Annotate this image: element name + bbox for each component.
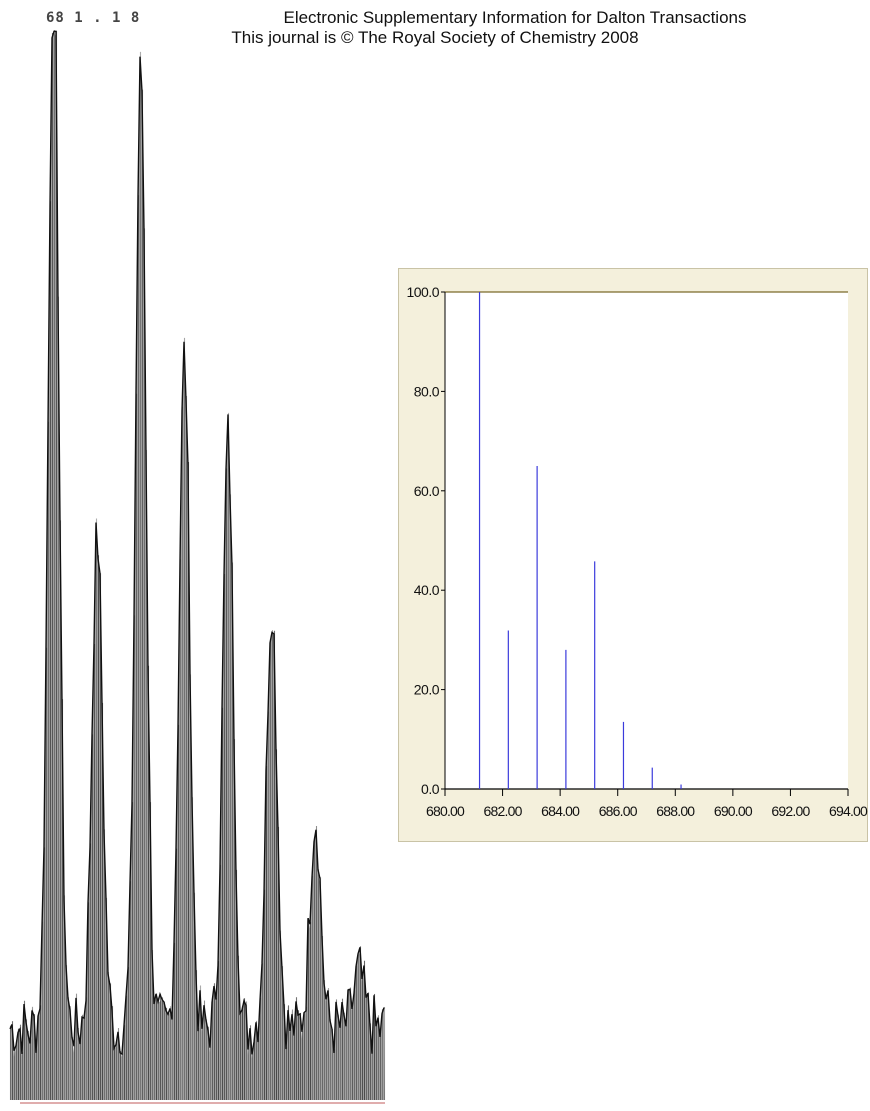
x-tick-label: 682.00 <box>484 803 523 819</box>
isotope-pattern-panel: 0.0 20.0 40.0 60.0 80.0 100.0 680.00 682.00 684.… <box>398 268 869 842</box>
x-tick-label: 686.00 <box>599 803 638 819</box>
observed-spectrum-body <box>10 31 385 1100</box>
header-line-1: Electronic Supplementary Information for… <box>283 8 747 27</box>
x-tick-label: 690.00 <box>714 803 753 819</box>
x-tick-label: 692.00 <box>771 803 810 819</box>
plot-area <box>445 292 848 789</box>
x-tick-label: 694.00 <box>829 803 868 819</box>
x-tick-label: 688.00 <box>656 803 695 819</box>
page-header: Electronic Supplementary Information for… <box>0 8 870 48</box>
header-line-2: This journal is © The Royal Society of C… <box>231 28 639 47</box>
observed-spectrum-outline <box>9 30 385 1056</box>
y-tick-label: 100.0 <box>406 284 439 300</box>
y-tick-label: 20.0 <box>414 682 440 698</box>
y-tick-label: 40.0 <box>414 582 440 598</box>
x-tick-label: 684.00 <box>541 803 580 819</box>
isotope-pattern-chart: 0.0 20.0 40.0 60.0 80.0 100.0 680.00 682.00 684.… <box>406 284 868 819</box>
x-tick-label: 680.00 <box>426 803 465 819</box>
y-tick-label: 0.0 <box>421 781 440 797</box>
y-tick-label: 60.0 <box>414 483 440 499</box>
garbled-prefix: 68 1 . 1 8 <box>46 10 141 26</box>
y-tick-label: 80.0 <box>414 383 440 399</box>
observed-spectrum <box>9 30 386 1104</box>
